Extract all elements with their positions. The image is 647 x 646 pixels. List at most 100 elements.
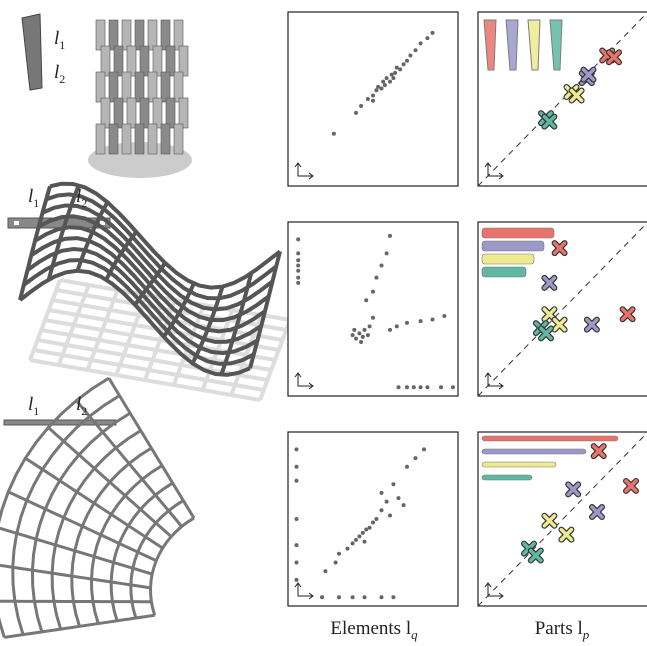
tower-part [148, 20, 157, 50]
point [374, 517, 378, 521]
label-sub: 1 [59, 38, 65, 52]
point [295, 561, 299, 565]
point [391, 482, 395, 486]
tower-part [148, 124, 157, 154]
caption-sub: q [411, 627, 418, 642]
point [380, 87, 384, 91]
point [380, 264, 384, 268]
point [425, 385, 429, 389]
label-l1: l1 [54, 28, 65, 52]
point [354, 111, 358, 115]
point [361, 335, 365, 339]
point [395, 324, 399, 328]
point [419, 41, 423, 45]
tower-part [161, 20, 170, 50]
label-sub: 2 [81, 404, 87, 418]
point [296, 258, 300, 262]
grid-line [151, 518, 194, 615]
point [388, 80, 392, 84]
tower-part [122, 20, 131, 50]
point [442, 314, 446, 318]
caption-parts: Parts lp [535, 618, 590, 642]
point [419, 319, 423, 323]
point [374, 88, 378, 92]
label-sub: 2 [59, 72, 65, 86]
illustrations [0, 14, 290, 637]
point [295, 465, 299, 469]
element-bar [4, 420, 116, 425]
point [374, 276, 378, 280]
point [332, 132, 336, 136]
point [385, 76, 389, 80]
point [351, 333, 355, 337]
tower-part [140, 46, 149, 76]
tower-part [96, 72, 105, 102]
point [405, 321, 409, 325]
point [368, 526, 372, 530]
grid-line [0, 528, 152, 575]
point [388, 514, 392, 518]
point [371, 290, 375, 294]
caption-text: Parts l [535, 618, 583, 639]
point [380, 595, 384, 599]
point [380, 508, 384, 512]
tower-part [109, 124, 118, 154]
point [408, 54, 412, 58]
point [422, 447, 426, 451]
tower-part [140, 98, 149, 128]
label-sub: 2 [81, 196, 87, 210]
tower-part [179, 46, 188, 76]
point [357, 534, 361, 538]
point [398, 67, 402, 71]
point [390, 73, 394, 77]
point [380, 491, 384, 495]
point [351, 541, 355, 545]
point [351, 595, 355, 599]
tower-part [114, 46, 123, 76]
point [402, 503, 406, 507]
point [354, 337, 358, 341]
point [320, 595, 324, 599]
point [371, 520, 375, 524]
label-sub: 1 [33, 404, 39, 418]
panel-frame [288, 222, 458, 396]
point [391, 595, 395, 599]
tower-part [179, 98, 188, 128]
point [381, 80, 385, 84]
label-l1: l1 [28, 186, 39, 210]
point [425, 36, 429, 40]
point [296, 269, 300, 273]
tower-part [114, 98, 123, 128]
point [296, 276, 300, 280]
point [385, 500, 389, 504]
point [431, 31, 435, 35]
figure: l1 l2 l1 l2 l1 l2 Elements lq Parts lp [0, 0, 647, 646]
point [371, 316, 375, 320]
point [295, 447, 299, 451]
element-bar [482, 267, 526, 277]
tower-part [174, 72, 183, 102]
point [337, 595, 341, 599]
point [364, 298, 368, 302]
point [337, 552, 341, 556]
tower-part [161, 72, 170, 102]
tower-part [122, 72, 131, 102]
tower-part [174, 20, 183, 50]
hole [14, 221, 19, 225]
tower-part [101, 46, 110, 76]
tower-part [166, 46, 175, 76]
tower-part [135, 20, 144, 50]
plots [288, 12, 647, 606]
point [388, 234, 392, 238]
point [405, 465, 409, 469]
point [296, 251, 300, 255]
element [22, 14, 42, 90]
element-bar [482, 462, 556, 467]
point [354, 538, 358, 542]
point [363, 328, 367, 332]
point [397, 496, 401, 500]
point [412, 385, 416, 389]
point [352, 328, 356, 332]
point [363, 540, 367, 544]
point [359, 340, 363, 344]
